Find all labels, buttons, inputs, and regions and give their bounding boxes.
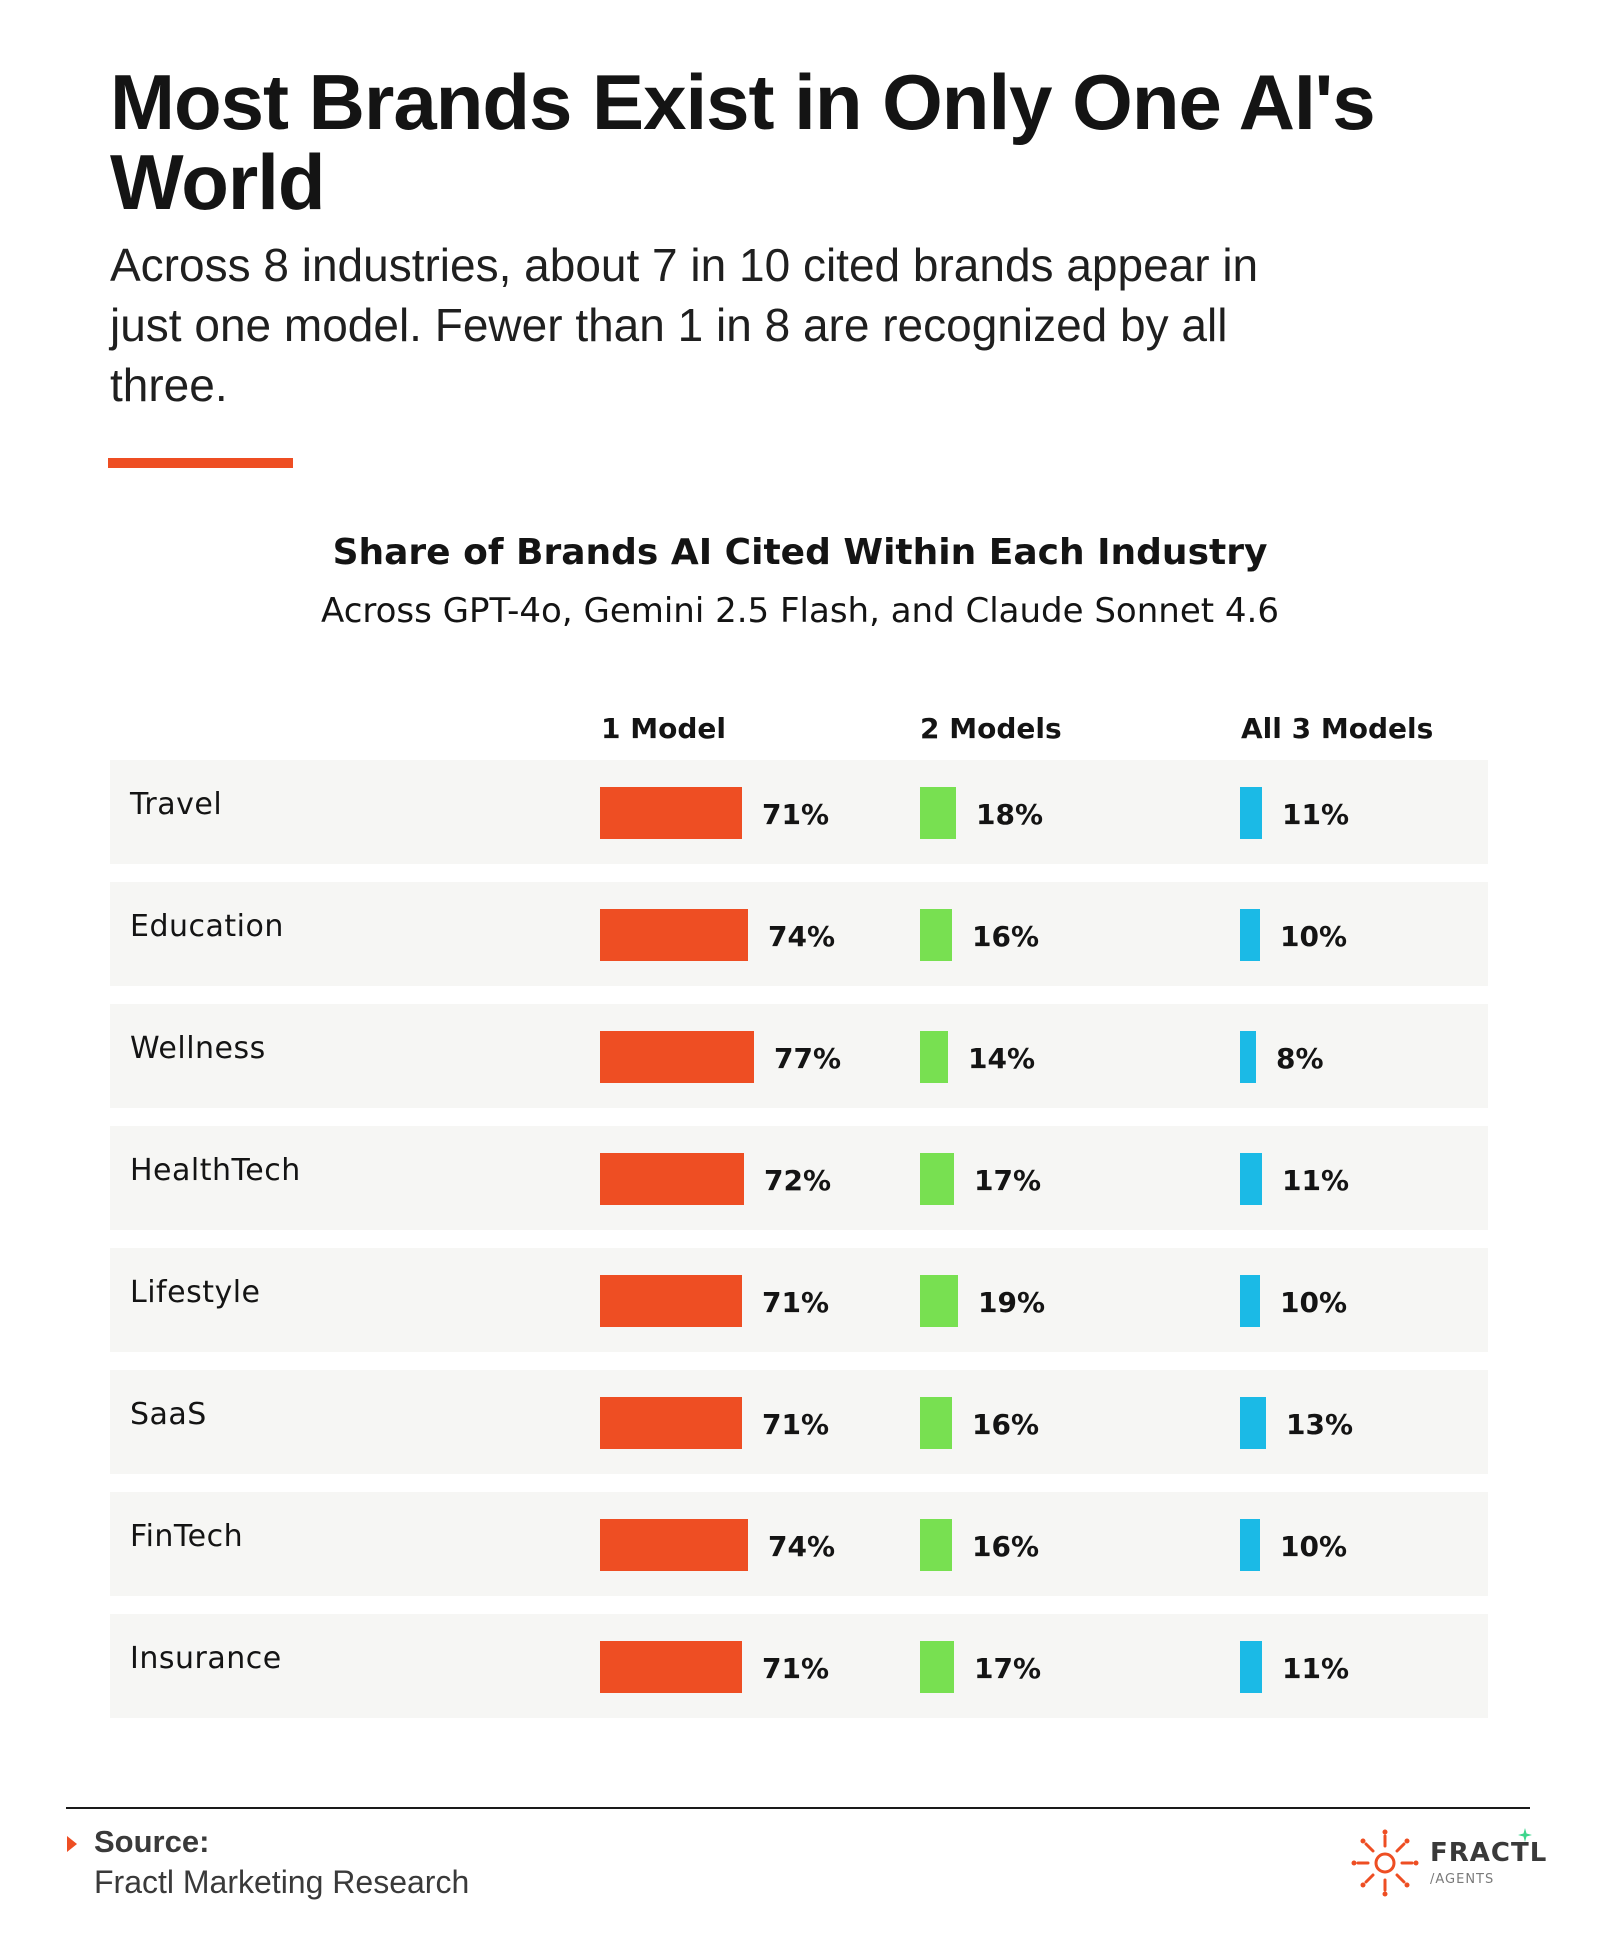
table-row: Travel 71% 18% 11% [110, 760, 1488, 864]
bar-all-3-models [1240, 909, 1260, 961]
value-label: 16% [972, 1408, 1040, 1441]
value-label: 71% [762, 1652, 830, 1685]
value-label: 16% [972, 1530, 1040, 1563]
bar-2-models [920, 1397, 952, 1449]
value-label: 74% [768, 1530, 836, 1563]
industry-label: Education [130, 909, 284, 944]
headline: Most Brands Exist in Only One AI's World [110, 58, 1376, 226]
column-header-2-models: 2 Models [920, 712, 1062, 745]
chart-title: Share of Brands AI Cited Within Each Ind… [332, 532, 1268, 573]
bar-1-model [600, 787, 742, 839]
bar-2-models [920, 787, 956, 839]
table-row: FinTech 74% 16% 10% [110, 1492, 1488, 1596]
bar-2-models [920, 1641, 954, 1693]
value-label: 16% [972, 920, 1040, 953]
value-label: 13% [1286, 1408, 1354, 1441]
industry-label: Insurance [130, 1641, 282, 1676]
value-label: 10% [1280, 1530, 1348, 1563]
bar-2-models [920, 1031, 948, 1083]
bar-2-models [920, 1153, 954, 1205]
source-label: Source: [94, 1824, 210, 1859]
value-label: 77% [774, 1042, 842, 1075]
value-label: 14% [968, 1042, 1036, 1075]
bar-all-3-models [1240, 1519, 1260, 1571]
bar-2-models [920, 1275, 958, 1327]
bar-1-model [600, 1397, 742, 1449]
fractl-logo: FRACTL /AGENTS [1350, 1828, 1546, 1898]
value-label: 17% [974, 1164, 1042, 1197]
sparkle-icon [1518, 1828, 1532, 1842]
table-row: Wellness 77% 14% 8% [110, 1004, 1488, 1108]
industry-label: Wellness [130, 1031, 266, 1066]
logo-subline: /AGENTS [1430, 1872, 1495, 1887]
value-label: 71% [762, 1408, 830, 1441]
industry-label: Lifestyle [130, 1275, 261, 1310]
value-label: 74% [768, 920, 836, 953]
bar-all-3-models [1240, 1397, 1266, 1449]
value-label: 8% [1276, 1042, 1324, 1075]
bar-all-3-models [1240, 1641, 1262, 1693]
industry-label: HealthTech [130, 1153, 301, 1188]
chart-subtitle: Across GPT-4o, Gemini 2.5 Flash, and Cla… [321, 591, 1279, 631]
logo-wordmark: FRACTL [1430, 1838, 1548, 1868]
table-row: SaaS 71% 16% 13% [110, 1370, 1488, 1474]
source-text: Fractl Marketing Research [94, 1864, 470, 1900]
footer-divider [66, 1807, 1530, 1809]
column-header-1-model: 1 Model [601, 712, 726, 745]
value-label: 11% [1282, 1652, 1350, 1685]
accent-rule [108, 458, 293, 468]
bar-2-models [920, 1519, 952, 1571]
value-label: 11% [1282, 1164, 1350, 1197]
bar-2-models [920, 909, 952, 961]
table-row: Education 74% 16% 10% [110, 882, 1488, 986]
industry-label: FinTech [130, 1519, 244, 1554]
bar-1-model [600, 1519, 748, 1571]
bar-1-model [600, 909, 748, 961]
bar-1-model [600, 1275, 742, 1327]
industry-label: SaaS [130, 1397, 207, 1432]
fractl-sunburst-icon [1351, 1829, 1419, 1897]
bar-all-3-models [1240, 1031, 1256, 1083]
table-row: Insurance 71% 17% 11% [110, 1614, 1488, 1718]
value-label: 17% [974, 1652, 1042, 1685]
value-label: 19% [978, 1286, 1046, 1319]
value-label: 72% [764, 1164, 832, 1197]
table-row: Lifestyle 71% 19% 10% [110, 1248, 1488, 1352]
column-header-all-3-models: All 3 Models [1241, 712, 1434, 745]
industry-label: Travel [130, 787, 223, 822]
source-arrow-icon [67, 1836, 77, 1852]
value-label: 10% [1280, 920, 1348, 953]
value-label: 10% [1280, 1286, 1348, 1319]
value-label: 71% [762, 798, 830, 831]
bar-1-model [600, 1031, 754, 1083]
subhead: Across 8 industries, about 7 in 10 cited… [110, 239, 1259, 411]
value-label: 71% [762, 1286, 830, 1319]
bar-1-model [600, 1641, 742, 1693]
bar-all-3-models [1240, 787, 1262, 839]
bar-1-model [600, 1153, 744, 1205]
bar-all-3-models [1240, 1153, 1262, 1205]
value-label: 18% [976, 798, 1044, 831]
table-row: HealthTech 72% 17% 11% [110, 1126, 1488, 1230]
value-label: 11% [1282, 798, 1350, 831]
bar-all-3-models [1240, 1275, 1260, 1327]
